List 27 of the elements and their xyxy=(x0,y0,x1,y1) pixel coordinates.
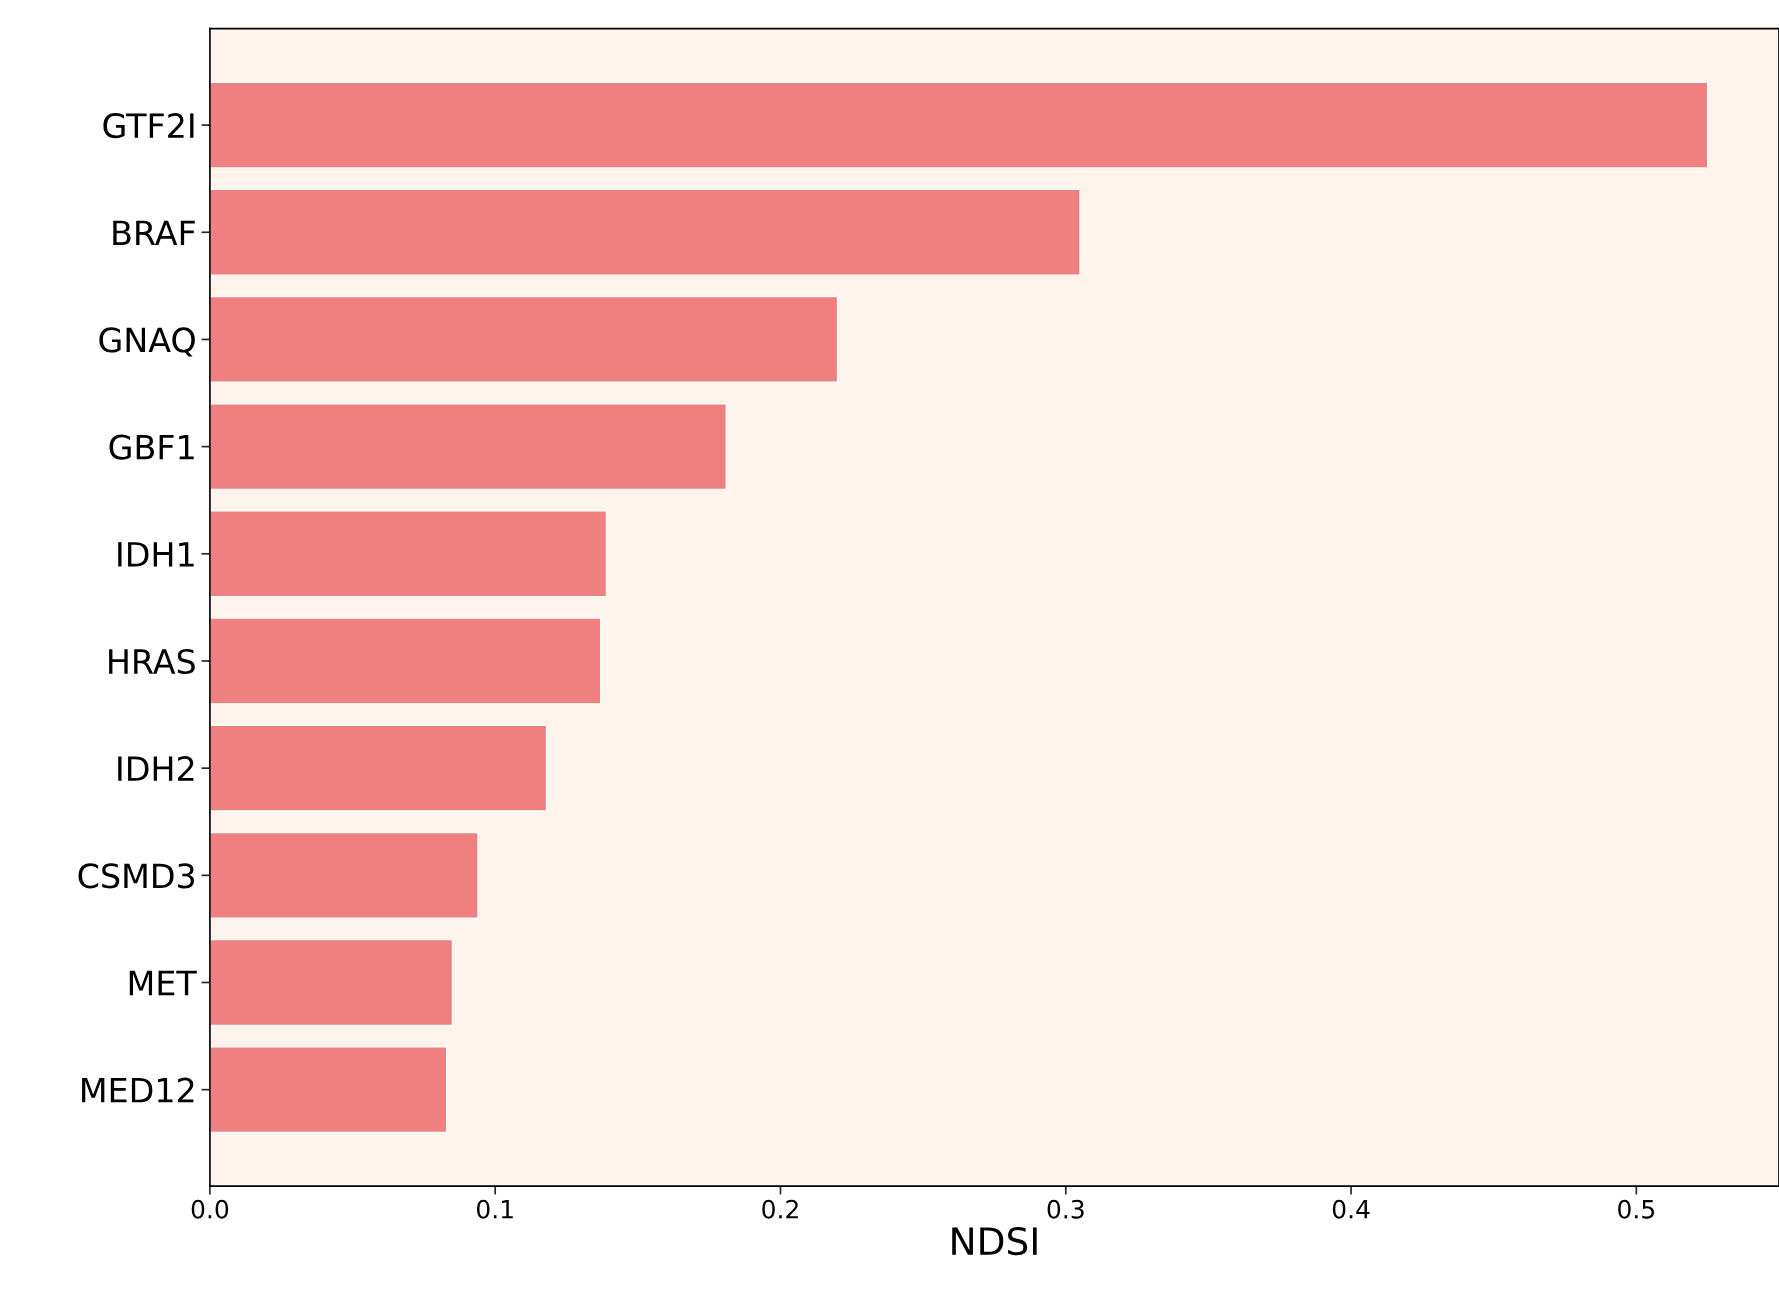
bar xyxy=(209,831,479,919)
y-tick-label: IDH2 xyxy=(118,756,194,781)
y-tick-label: MED12 xyxy=(82,1077,194,1103)
bar xyxy=(209,81,1709,169)
x-tick-label: 0.1 xyxy=(476,1199,513,1219)
x-tick-label: 0.0 xyxy=(191,1199,229,1219)
x-tick-label: 0.5 xyxy=(1618,1199,1655,1219)
y-tick-label: GBF1 xyxy=(109,434,194,460)
y-tick-label: GNAQ xyxy=(99,327,195,357)
x-tick-label: 0.2 xyxy=(762,1199,798,1219)
y-tick-label: IDH1 xyxy=(118,542,194,567)
bar xyxy=(209,403,727,491)
x-tick-label: 0.4 xyxy=(1332,1199,1370,1219)
y-tick-label: MET xyxy=(129,970,197,996)
bar xyxy=(209,938,454,1027)
bar xyxy=(209,617,602,705)
x-axis-title: NDSI xyxy=(952,1226,1037,1256)
y-tick-label: BRAF xyxy=(113,220,195,245)
x-tick-label: 0.3 xyxy=(1047,1199,1084,1219)
y-tick-label: CSMD3 xyxy=(78,863,195,889)
bar xyxy=(209,295,839,384)
bar xyxy=(209,510,608,598)
bar xyxy=(209,1046,448,1134)
bar xyxy=(209,724,548,812)
y-tick-label: HRAS xyxy=(109,648,195,675)
bar xyxy=(209,188,1081,276)
y-tick-label: GTF2I xyxy=(103,113,194,139)
